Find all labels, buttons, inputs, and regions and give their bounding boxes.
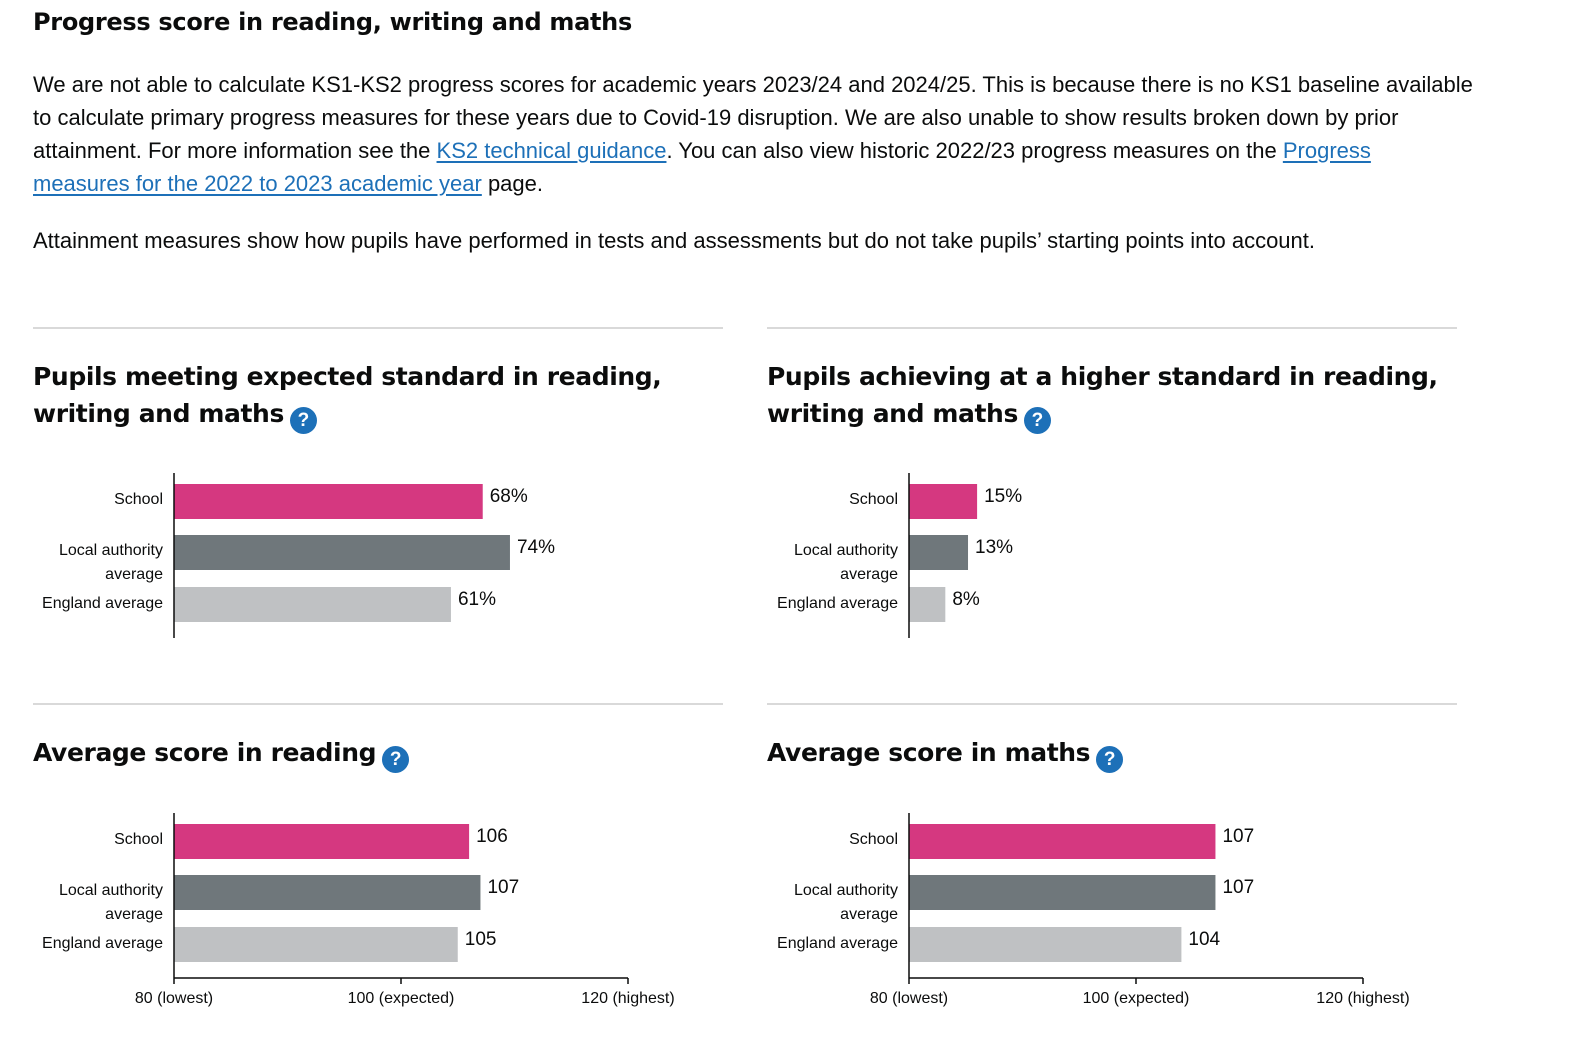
reading-data-label-school: 106 <box>476 826 508 847</box>
maths-category-label-england: England average <box>777 935 898 952</box>
maths-category-label-local-authority: Local authority average <box>794 882 898 923</box>
higher-data-label-school: 15% <box>984 486 1022 507</box>
reading-category-label-england: England average <box>42 935 163 952</box>
help-icon[interactable]: ? <box>1023 407 1051 434</box>
section-divider <box>33 703 723 705</box>
chart-title-expected: Pupils meeting expected standard in read… <box>33 358 723 434</box>
chart-title-reading: Average score in reading? <box>33 734 723 773</box>
higher-category-label-england: England average <box>777 595 898 612</box>
chart-title-maths: Average score in maths? <box>767 734 1457 773</box>
expected-category-label-school: School <box>114 491 163 508</box>
section-divider <box>767 327 1457 329</box>
higher-category-label-school: School <box>849 491 898 508</box>
chart-title-higher: Pupils achieving at a higher standard in… <box>767 358 1457 434</box>
intro-text-3: page. <box>481 171 543 196</box>
chart-reading: 106 107 105 School Local authority average Eng… <box>42 813 675 1007</box>
maths-category-label-school: School <box>849 831 898 848</box>
maths-x-tick-label-0: 80 (lowest) <box>870 990 948 1007</box>
maths-bar-local-authority <box>909 875 1216 910</box>
expected-category-label-england: England average <box>42 595 163 612</box>
reading-x-tick-label-1: 100 (expected) <box>348 990 455 1007</box>
reading-category-label-local-authority: Local authority average <box>59 882 163 923</box>
reading-x-tick-label-2: 120 (highest) <box>581 990 674 1007</box>
reading-data-label-local-authority: 107 <box>487 877 519 898</box>
reading-bar-england <box>174 927 458 962</box>
expected-bar-school <box>174 484 483 519</box>
reading-bar-local-authority <box>174 875 481 910</box>
intro-text-1: We are not able to calculate KS1-KS2 pro… <box>33 72 1473 163</box>
expected-bar-local-authority <box>174 535 510 570</box>
ks2-technical-guidance-link[interactable]: KS2 technical guidance <box>436 138 667 163</box>
expected-data-label-england: 61% <box>458 589 496 610</box>
maths-bar-school <box>909 824 1216 859</box>
chart-higher: 15% 13% 8% School Local authority average Engl… <box>777 473 1022 638</box>
attainment-note: Attainment measures show how pupils have… <box>33 228 1315 253</box>
maths-x-tick-label-1: 100 (expected) <box>1083 990 1190 1007</box>
help-icon[interactable]: ? <box>289 407 317 434</box>
expected-data-label-school: 68% <box>490 486 528 507</box>
higher-bar-england <box>909 587 946 622</box>
section-divider <box>767 703 1457 705</box>
help-icon[interactable]: ? <box>382 746 410 773</box>
maths-x-tick-label-2: 120 (highest) <box>1316 990 1409 1007</box>
higher-data-label-england: 8% <box>952 589 980 610</box>
page-title: Progress score in reading, writing and m… <box>33 8 632 36</box>
higher-bar-local-authority <box>909 535 969 570</box>
expected-data-label-local-authority: 74% <box>517 537 555 558</box>
higher-bar-school <box>909 484 978 519</box>
progress-measures-2022-2023-link[interactable]: Progress measures for the 2022 to 2023 a… <box>33 138 1371 196</box>
expected-category-label-local-authority: Local authority average <box>59 542 163 583</box>
section-divider <box>33 327 723 329</box>
maths-data-label-school: 107 <box>1222 826 1254 847</box>
maths-bar-england <box>909 927 1182 962</box>
reading-x-tick-label-0: 80 (lowest) <box>135 990 213 1007</box>
higher-category-label-local-authority: Local authority average <box>794 542 898 583</box>
expected-bar-england <box>174 587 451 622</box>
maths-data-label-england: 104 <box>1188 929 1220 950</box>
chart-expected: 68% 74% 61% School Local authority average Eng… <box>42 473 555 638</box>
reading-bar-school <box>174 824 470 859</box>
chart-maths: 107 107 104 School Local authority average Eng… <box>777 813 1410 1007</box>
maths-data-label-local-authority: 107 <box>1222 877 1254 898</box>
intro-paragraph: We are not able to calculate KS1-KS2 pro… <box>33 68 1473 200</box>
help-icon[interactable]: ? <box>1096 746 1124 773</box>
reading-data-label-england: 105 <box>465 929 497 950</box>
intro-text-2: . You can also view historic 2022/23 pro… <box>666 138 1283 163</box>
reading-category-label-school: School <box>114 831 163 848</box>
higher-data-label-local-authority: 13% <box>975 537 1013 558</box>
